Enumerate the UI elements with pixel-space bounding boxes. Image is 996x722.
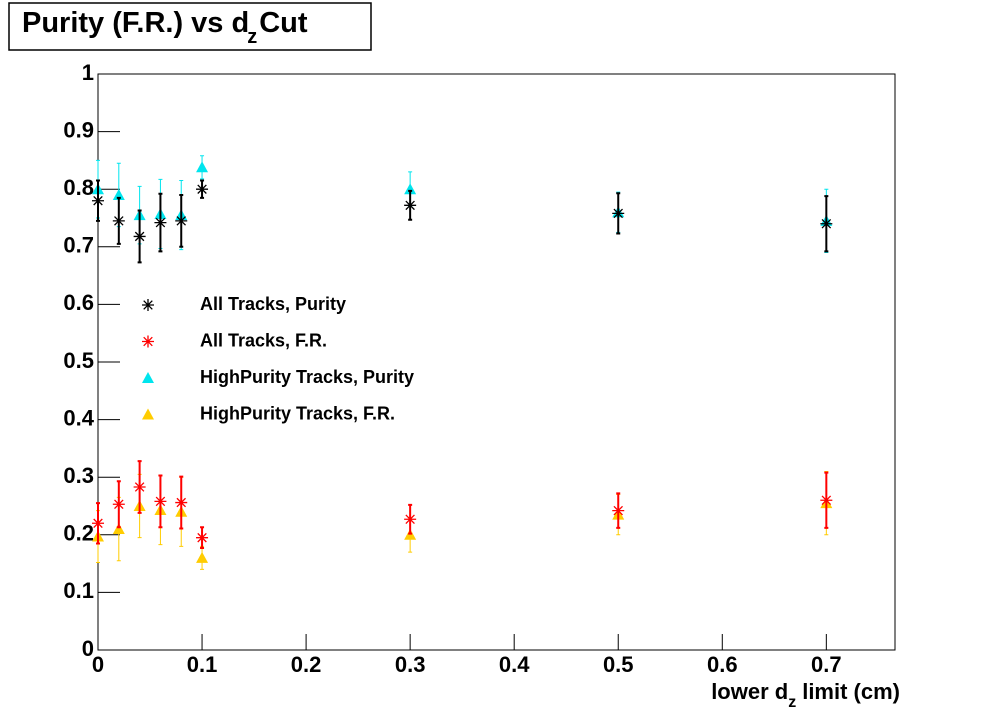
data-point <box>92 517 104 530</box>
legend-label: HighPurity Tracks, F.R. <box>200 403 395 423</box>
x-tick-label: 0.4 <box>499 652 530 677</box>
x-tick-label: 0.5 <box>603 652 634 677</box>
data-point <box>112 523 125 535</box>
title-subscript: z <box>247 26 257 48</box>
data-point <box>154 216 167 229</box>
y-tick-label: 0.5 <box>63 348 94 373</box>
y-tick-label: 0 <box>82 636 94 661</box>
x-tick-label: 0.2 <box>291 652 322 677</box>
y-tick-label: 0.1 <box>63 578 94 603</box>
legend-marker <box>142 335 154 348</box>
legend-label: HighPurity Tracks, Purity <box>200 367 414 387</box>
data-point <box>404 513 417 526</box>
title-box <box>8 2 372 51</box>
y-tick-label: 0.8 <box>63 175 94 200</box>
data-point <box>196 161 209 173</box>
x-tick-label: 0 <box>92 652 104 677</box>
x-tick-label: 0.1 <box>187 652 218 677</box>
legend-label: All Tracks, Purity <box>200 294 346 314</box>
data-point <box>196 551 209 563</box>
data-point <box>612 207 625 220</box>
legend-label: All Tracks, F.R. <box>200 330 327 350</box>
legend-marker <box>142 408 154 420</box>
x-tick-label: 0.6 <box>707 652 738 677</box>
xlabel-suffix: limit (cm) <box>802 679 900 704</box>
title-suffix: Cut <box>259 7 308 39</box>
data-point <box>112 498 125 511</box>
chart-title: Purity (F.R.) vs dzCut <box>22 7 308 49</box>
data-point <box>154 495 167 508</box>
xlabel-text: lower d <box>711 679 788 704</box>
data-point <box>133 480 146 493</box>
y-tick-label: 0.9 <box>63 117 94 142</box>
y-tick-label: 0.2 <box>63 521 94 546</box>
data-point <box>820 217 833 230</box>
data-point <box>820 494 833 507</box>
data-point <box>112 188 125 200</box>
xlabel-subscript: z <box>788 694 796 711</box>
data-point <box>175 214 188 227</box>
data-point <box>92 194 104 207</box>
x-tick-label: 0.7 <box>811 652 842 677</box>
data-point <box>612 504 625 517</box>
data-point <box>196 183 209 196</box>
data-point <box>196 531 209 544</box>
y-tick-label: 0.7 <box>63 233 94 258</box>
data-point <box>133 230 146 243</box>
x-tick-label: 0.3 <box>395 652 426 677</box>
data-point <box>404 183 417 195</box>
legend-marker <box>142 299 154 311</box>
title-text: Purity (F.R.) vs d <box>22 7 249 39</box>
data-point <box>175 496 188 509</box>
x-axis-label: lower dz limit (cm) <box>711 679 900 711</box>
y-tick-label: 1 <box>82 60 94 85</box>
legend-marker <box>142 372 154 383</box>
data-point <box>404 199 417 212</box>
data-point <box>112 214 125 227</box>
y-tick-label: 0.3 <box>63 463 94 488</box>
y-tick-label: 0.4 <box>63 405 94 430</box>
y-tick-label: 0.6 <box>63 290 94 315</box>
